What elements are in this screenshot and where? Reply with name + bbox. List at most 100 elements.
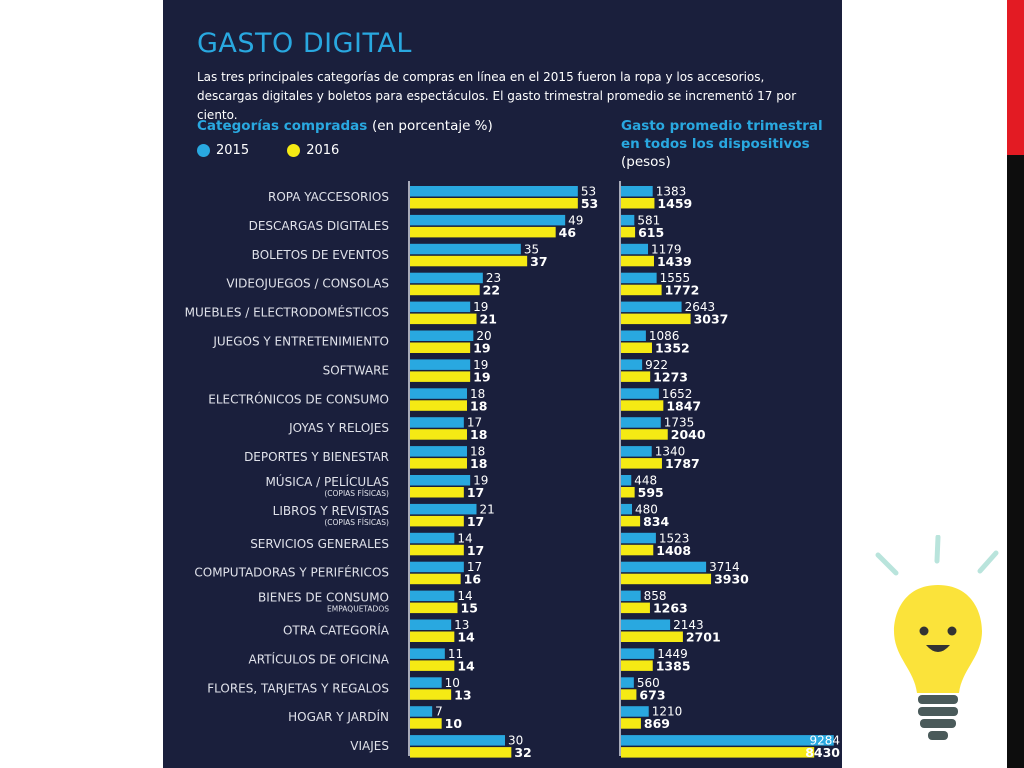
legend-label-2015: 2015 [216, 143, 250, 158]
category-label: BIENES DE CONSUMO [258, 591, 389, 605]
data-label-2015-percent: 19 [473, 300, 488, 314]
bar-2016-percent [410, 718, 442, 729]
bar-2016-percent [410, 226, 556, 238]
bar-2015-percent [410, 706, 433, 717]
data-label-2015-percent: 53 [581, 185, 596, 199]
bar-2015-spend [621, 330, 646, 341]
data-label-2015-percent: 7 [435, 705, 443, 719]
data-label-2015-spend: 1179 [651, 242, 682, 256]
bar-2015-percent [410, 677, 442, 688]
data-label-2015-percent: 20 [476, 329, 491, 343]
data-label-2016-percent: 16 [464, 572, 482, 587]
bar-2015-percent [410, 532, 455, 544]
data-label-2015-spend: 1086 [649, 329, 680, 343]
data-label-2015-percent: 14 [457, 589, 472, 603]
bar-2016-spend [621, 487, 635, 498]
legend-swatch-2016 [287, 144, 301, 157]
data-label-2016-percent: 15 [461, 601, 478, 616]
data-label-2016-percent: 37 [530, 254, 547, 269]
data-label-2016-percent: 14 [457, 630, 475, 645]
data-label-2016-percent: 17 [467, 514, 484, 529]
bar-2016-spend [621, 660, 653, 671]
category-label: SOFTWARE [323, 363, 389, 377]
data-label-2016-spend: 1408 [656, 543, 691, 558]
data-label-2015-percent: 21 [480, 502, 495, 516]
data-label-2015-spend: 581 [637, 213, 660, 227]
data-label-2015-spend: 1523 [659, 531, 690, 545]
data-label-2015-spend: 858 [644, 589, 667, 603]
data-label-2015-percent: 18 [470, 387, 485, 401]
accent-strip-black [1007, 155, 1024, 768]
bar-2015-percent [410, 648, 445, 659]
data-label-2016-percent: 10 [445, 716, 463, 731]
bar-2015-spend [621, 301, 682, 313]
bar-2016-spend [621, 602, 650, 614]
data-label-2016-percent: 17 [467, 543, 484, 558]
right-chart-units: (pesos) [621, 154, 671, 170]
bar-2016-spend [621, 371, 651, 382]
data-label-2016-spend: 1459 [657, 196, 692, 211]
bar-2016-spend [621, 458, 662, 469]
bar-2015-spend [621, 446, 652, 457]
bar-2015-percent [410, 590, 455, 602]
data-label-2016-spend: 1772 [665, 283, 700, 298]
data-label-2016-spend: 3037 [694, 312, 729, 327]
bar-2016-spend [621, 747, 815, 758]
bar-2016-percent [410, 747, 512, 758]
bar-2015-spend [621, 272, 657, 284]
bar-2016-spend [621, 718, 641, 729]
bar-2016-percent [410, 429, 467, 440]
bar-2015-spend [621, 243, 649, 255]
bar-2016-percent [410, 342, 471, 353]
bar-2015-percent [410, 446, 467, 457]
data-label-2015-percent: 35 [524, 242, 539, 256]
data-label-2015-spend: 1340 [655, 445, 686, 459]
bar-2016-percent [410, 602, 458, 614]
data-label-2015-spend: 1652 [662, 387, 693, 401]
bar-2016-spend [621, 198, 655, 209]
category-label: JUEGOS Y ENTRETENIMIENTO [212, 335, 389, 349]
data-label-2016-spend: 8430 [805, 745, 840, 760]
legend-label-2016: 2016 [306, 143, 340, 158]
data-label-2016-percent: 18 [470, 456, 487, 471]
data-label-2015-percent: 17 [467, 560, 482, 574]
data-label-2015-percent: 11 [448, 647, 463, 661]
bar-2015-spend [621, 590, 641, 602]
data-label-2016-spend: 595 [638, 485, 664, 500]
data-label-2016-percent: 18 [470, 398, 487, 413]
bar-2016-spend [621, 342, 652, 353]
bar-2015-spend [621, 359, 643, 370]
data-label-2016-spend: 1847 [666, 398, 701, 413]
data-label-2015-percent: 18 [470, 445, 485, 459]
data-label-2016-percent: 32 [514, 745, 531, 760]
left-chart-title: Categorías compradas (en porcentaje %) [197, 117, 493, 135]
bar-2016-spend [621, 573, 712, 585]
category-label: OTRA CATEGORÍA [283, 623, 390, 638]
bar-2016-percent [410, 284, 480, 296]
data-label-2015-percent: 30 [508, 734, 523, 748]
category-label: DESCARGAS DIGITALES [249, 219, 389, 233]
category-label: VIDEOJUEGOS / CONSOLAS [226, 277, 389, 291]
bar-2016-percent [410, 573, 461, 585]
infographic-subtitle: Las tres principales categorías de compr… [197, 70, 797, 122]
bar-2015-spend [621, 503, 632, 515]
bar-2016-percent [410, 458, 467, 469]
bar-2016-spend [621, 515, 641, 527]
bar-2016-spend [621, 400, 664, 411]
bar-2015-percent [410, 243, 521, 255]
data-label-2016-spend: 2040 [671, 427, 706, 442]
category-label: LIBROS Y REVISTAS [273, 504, 389, 518]
category-label: ARTÍCULOS DE OFICINA [249, 651, 390, 666]
bar-2015-percent [410, 619, 452, 630]
data-label-2016-spend: 1263 [653, 601, 688, 616]
bar-2015-percent [410, 330, 474, 341]
data-label-2016-spend: 2701 [686, 630, 721, 645]
bar-2016-percent [410, 198, 578, 209]
data-label-2015-percent: 23 [486, 271, 501, 285]
bar-2015-spend [621, 648, 655, 659]
data-label-2015-spend: 480 [635, 502, 658, 516]
left-chart-title-text: Categorías compradas [197, 118, 368, 134]
category-label: ROPA YACCESORIOS [268, 190, 389, 204]
bar-2016-percent [410, 255, 528, 267]
bar-2015-percent [410, 475, 471, 486]
